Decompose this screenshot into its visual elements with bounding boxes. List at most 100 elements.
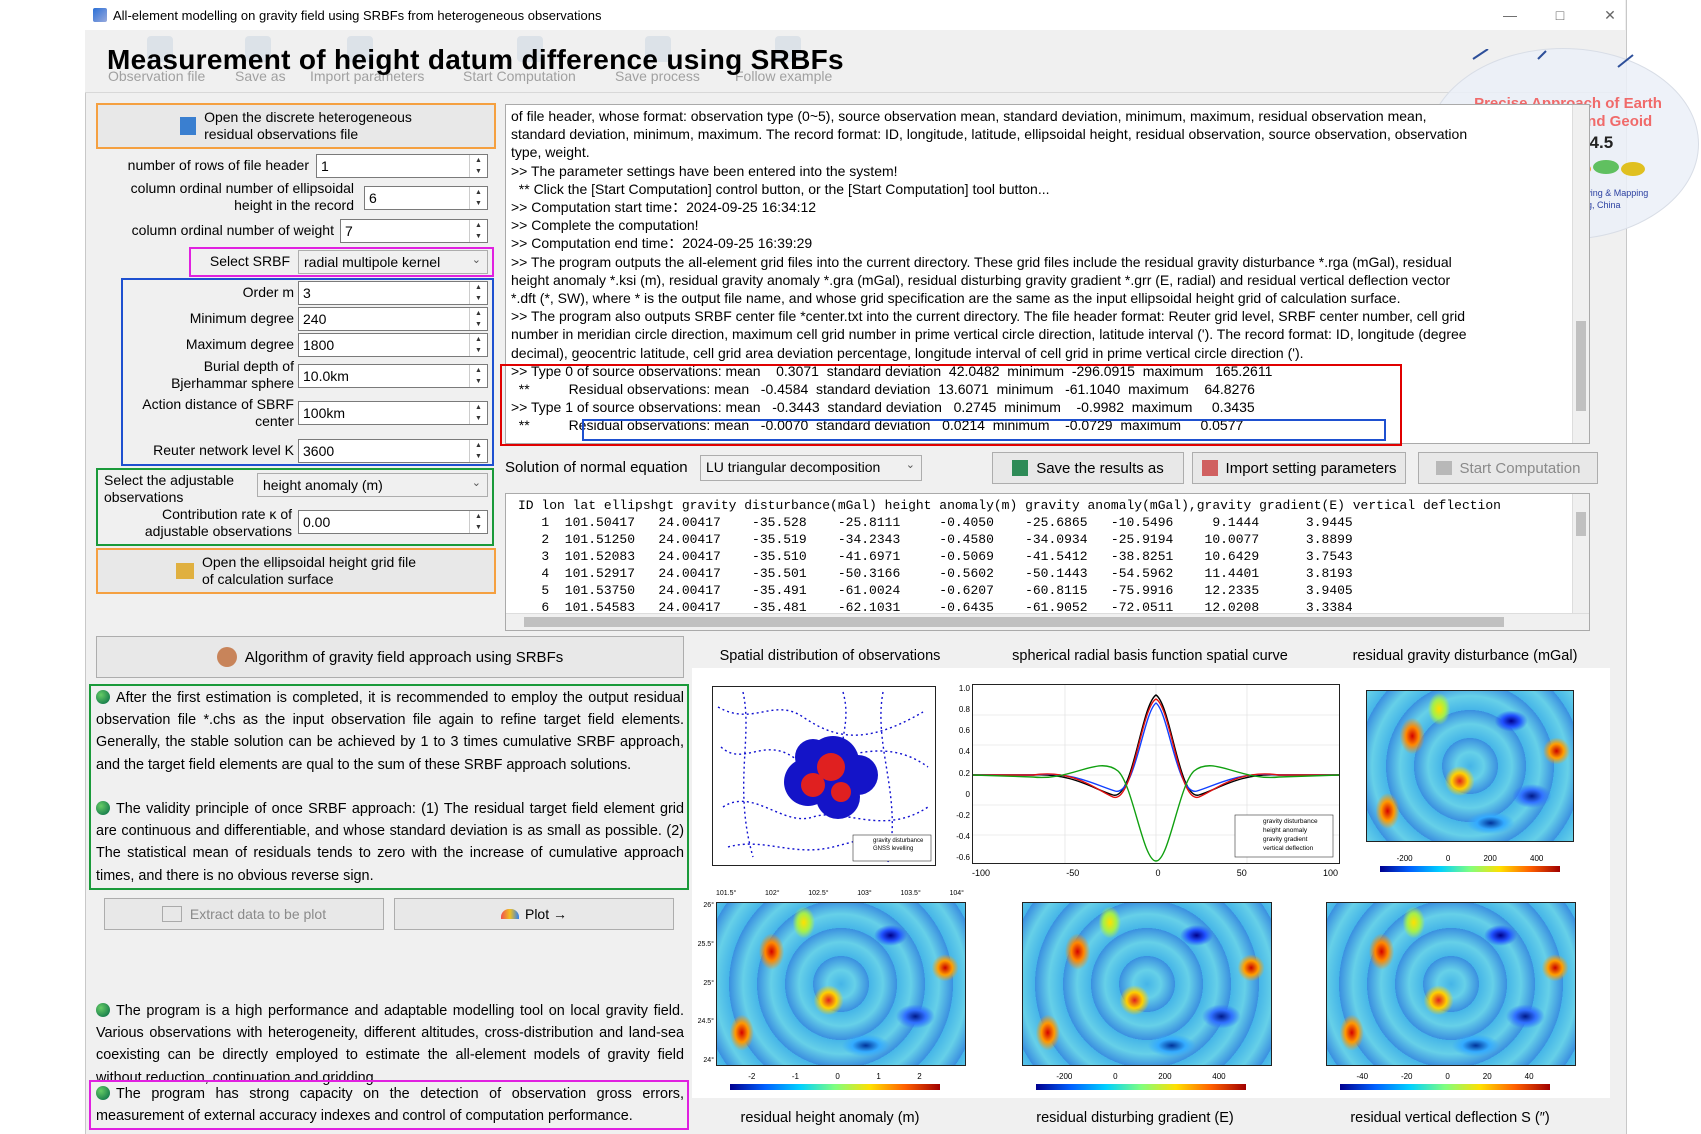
close-button[interactable]: ✕ [1604, 7, 1616, 23]
log-line: >> Type 1 of source observations: mean -… [511, 399, 1255, 416]
toolbar-start-computation[interactable]: Start Computation [463, 68, 576, 84]
window-title: All-element modelling on gravity field u… [113, 7, 602, 23]
log-line: of file header, whose format: observatio… [511, 108, 1427, 124]
toolbar-observation-file[interactable]: Observation file [108, 68, 206, 84]
log-line: >> Complete the computation! [511, 217, 699, 234]
table-row[interactable]: 3 101.52083 24.00417 -35.510 -41.6971 -0… [518, 549, 1353, 564]
ellipsoidal-height-column-input[interactable]: 6 ▲ ▼ [364, 186, 488, 210]
minimize-button[interactable]: — [1503, 7, 1517, 23]
reuter-level-input[interactable]: 3600 ▲ ▼ [298, 439, 488, 463]
import-icon [347, 36, 373, 62]
log-line: >> The program also outputs SRBF center … [511, 308, 1466, 325]
log-output[interactable]: of file header, whose format: observatio… [505, 104, 1590, 444]
open-grid-button[interactable]: Open the ellipsoidal height grid file of … [96, 548, 496, 594]
srbf-select[interactable]: radial multipole kernel ⌄ [298, 250, 488, 274]
spin-arrows-icon[interactable]: ▲ ▼ [469, 220, 487, 242]
disturbing-gradient-colorbar [1036, 1084, 1246, 1090]
title-bar: All-element modelling on gravity field u… [85, 0, 1625, 30]
order-m-label: Order m [242, 284, 294, 300]
log-scrollbar[interactable] [1572, 105, 1589, 443]
srbf-select-frame [189, 247, 494, 277]
rows-header-label: number of rows of file header [127, 157, 309, 173]
spin-arrows-icon[interactable]: ▲ ▼ [469, 402, 487, 424]
observation-distribution-map: gravity disturbance GNSS levelling [712, 686, 936, 866]
open-obs-line2: residual observations file [204, 126, 359, 142]
toolbar-follow-example[interactable]: Follow example [735, 68, 833, 84]
table-row[interactable]: 5 101.53750 24.00417 -35.491 -61.0024 -0… [518, 583, 1353, 598]
maximize-button[interactable]: □ [1555, 7, 1565, 23]
log-line: type, weight. [511, 144, 590, 161]
toolbar-save-process[interactable]: Save process [615, 68, 700, 84]
rows-header-input[interactable]: 1 ▲ ▼ [316, 154, 488, 178]
example-icon [775, 36, 801, 62]
spin-arrows-icon[interactable]: ▲ ▼ [469, 511, 487, 533]
max-degree-input[interactable]: 1800 ▲ ▼ [298, 333, 488, 357]
table-row[interactable]: 1 101.50417 24.00417 -35.528 -25.8111 -0… [518, 515, 1353, 530]
table-row[interactable]: 4 101.52917 24.00417 -35.501 -50.3166 -0… [518, 566, 1353, 581]
spin-arrows-icon[interactable]: ▲ ▼ [469, 308, 487, 330]
adjustable-select[interactable]: height anomaly (m) ⌄ [257, 473, 488, 497]
caption-height-anomaly: residual height anomaly (m) [740, 1110, 920, 1126]
spin-arrows-icon[interactable]: ▲ ▼ [469, 187, 487, 209]
save-results-button[interactable]: Save the results as [992, 452, 1184, 484]
log-line: ** Click the [Start Computation] control… [511, 180, 1050, 197]
log-line: ** Residual observations: mean -0.0070 s… [511, 417, 1244, 434]
contribution-label: Contribution rate κ of adjustable observ… [144, 506, 292, 539]
log-line: ** Residual observations: mean -0.4584 s… [511, 381, 1255, 397]
burial-depth-input[interactable]: 10.0km ▲ ▼ [298, 364, 488, 388]
spin-arrows-icon[interactable]: ▲ ▼ [469, 282, 487, 304]
import-settings-button[interactable]: Import setting parameters [1192, 452, 1406, 484]
toolbar-save-as[interactable]: Save as [235, 68, 286, 84]
log-line: standard deviation, minimum, maximum. Th… [511, 126, 1468, 143]
vertical-deflection-colorbar [1340, 1084, 1550, 1090]
spin-arrows-icon[interactable]: ▲ ▼ [469, 365, 487, 387]
save-icon [1012, 460, 1029, 476]
toolbar-import-parameters[interactable]: Import parameters [310, 68, 425, 84]
compute-icon [1435, 461, 1452, 475]
open-grid-line1: Open the ellipsoidal height grid file [201, 554, 417, 570]
notes-frame [89, 684, 689, 890]
max-degree-label: Maximum degree [185, 336, 294, 352]
weight-column-input[interactable]: 7 ▲ ▼ [340, 219, 488, 243]
start-computation-button[interactable]: Start Computation [1418, 452, 1598, 484]
spin-arrows-icon[interactable]: ▲ ▼ [469, 334, 487, 356]
results-table[interactable]: ID lon lat ellipshgt gravity disturbance… [505, 493, 1590, 631]
table-row[interactable]: 6 101.54583 24.00417 -35.481 -62.1031 -0… [518, 600, 1353, 615]
height-anomaly-lon-ticks: 101.5° 102° 102.5° 103° 103.5° 104° [716, 890, 964, 897]
srbf-curve-chart: gravity disturbance height anomaly gravity… [972, 684, 1340, 864]
caption-vertical-deflection: residual vertical deflection S (″) [1350, 1110, 1550, 1126]
open-observations-button[interactable]: Open the discrete heterogeneous residual … [96, 103, 496, 149]
user-icon [216, 647, 237, 667]
save-icon [245, 36, 271, 62]
min-degree-input[interactable]: 240 ▲ ▼ [298, 307, 488, 331]
table-row[interactable]: 2 101.51250 24.00417 -35.519 -34.2343 -0… [518, 532, 1353, 547]
adjustable-frame [96, 468, 494, 546]
action-distance-input[interactable]: 100km ▲ ▼ [298, 401, 488, 425]
srbf-params-frame [121, 278, 494, 466]
table-vscroll[interactable] [1572, 494, 1589, 614]
table-hscroll[interactable] [506, 613, 1589, 630]
extract-data-button[interactable]: Extract data to be plot [104, 898, 384, 930]
order-m-input[interactable]: 3 ▲ ▼ [298, 281, 488, 305]
spin-arrows-icon[interactable]: ▲ ▼ [469, 155, 487, 177]
min-degree-label: Minimum degree [189, 310, 294, 326]
contribution-input[interactable]: 0.00 ▲ ▼ [298, 510, 488, 534]
bullet-icon [96, 690, 110, 704]
caption-srbf-curve: spherical radial basis function spatial … [1012, 648, 1288, 664]
normal-equation-select[interactable]: LU triangular decomposition ⌄ [700, 455, 922, 481]
spin-arrows-icon[interactable]: ▲ ▼ [469, 440, 487, 462]
curve-x-axis: -100 -50 0 50 100 [972, 868, 1338, 878]
select-srbf-label: Select SRBF [209, 253, 290, 269]
process-icon [645, 36, 671, 62]
log-line: >> The parameter settings have been ente… [511, 162, 898, 179]
curve-legend: gravity disturbance height anomaly gravity… [1263, 818, 1318, 852]
open-grid-line2: of calculation surface [201, 571, 334, 587]
plot-button[interactable]: Plot → [394, 898, 674, 930]
plot-icon [500, 909, 519, 919]
disturbing-gradient-map [1022, 902, 1272, 1066]
table-header: ID lon lat ellipshgt gravity disturbance… [518, 498, 1501, 513]
algorithm-button[interactable]: Algorithm of gravity field approach usin… [96, 636, 684, 678]
adjustable-label: Select the adjustable observations [104, 472, 234, 505]
open-obs-line1: Open the discrete heterogeneous [204, 109, 412, 125]
bullet-icon [96, 1003, 110, 1017]
